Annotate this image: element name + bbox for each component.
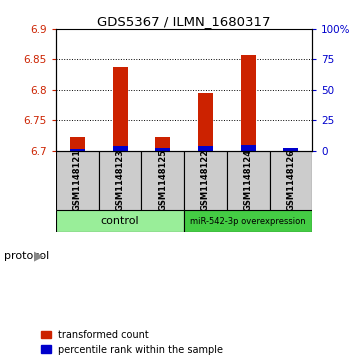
Bar	[99, 151, 142, 210]
Text: GSM1148123: GSM1148123	[116, 149, 125, 211]
Text: miR-542-3p overexpression: miR-542-3p overexpression	[190, 216, 306, 225]
Bar	[184, 151, 227, 210]
Bar	[70, 149, 85, 151]
Text: control: control	[101, 216, 139, 226]
Text: GSM1148122: GSM1148122	[201, 149, 210, 211]
Bar	[142, 151, 184, 210]
Bar	[241, 145, 256, 151]
Text: GSM1148121: GSM1148121	[73, 149, 82, 211]
Text: GSM1148125: GSM1148125	[158, 149, 167, 211]
Bar	[70, 137, 85, 151]
Bar	[198, 93, 213, 151]
Legend: transformed count, percentile rank within the sample: transformed count, percentile rank withi…	[41, 330, 223, 355]
Text: GSM1148126: GSM1148126	[286, 149, 295, 211]
Text: ▶: ▶	[34, 249, 44, 262]
Bar	[270, 151, 312, 210]
Bar	[155, 148, 170, 151]
Bar	[198, 146, 213, 151]
Bar	[241, 55, 256, 151]
Bar	[184, 210, 312, 232]
Text: GSM1148124: GSM1148124	[244, 149, 253, 211]
Bar	[227, 151, 270, 210]
Bar	[56, 151, 99, 210]
Bar	[155, 137, 170, 151]
Bar	[56, 210, 184, 232]
Bar	[113, 67, 127, 151]
Text: protocol: protocol	[4, 251, 49, 261]
Bar	[113, 146, 127, 151]
Title: GDS5367 / ILMN_1680317: GDS5367 / ILMN_1680317	[97, 15, 271, 28]
Bar	[283, 148, 299, 151]
